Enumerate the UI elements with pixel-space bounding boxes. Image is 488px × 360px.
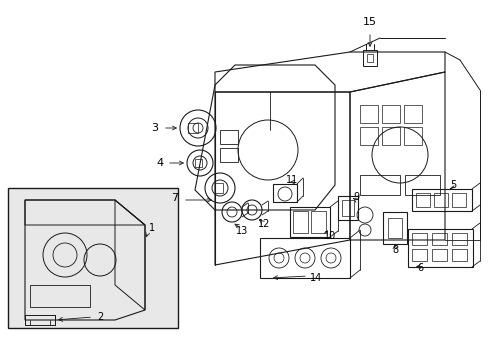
Text: 2: 2: [97, 312, 103, 322]
Bar: [187, 123, 198, 133]
Bar: [215, 183, 223, 193]
Bar: [292, 211, 307, 233]
Bar: [451, 233, 466, 245]
Bar: [359, 127, 377, 145]
Bar: [381, 127, 399, 145]
Text: 3: 3: [151, 123, 158, 133]
Bar: [433, 193, 447, 207]
Bar: [431, 233, 446, 245]
Bar: [382, 212, 406, 244]
Text: 10: 10: [323, 231, 335, 241]
Bar: [404, 175, 439, 195]
Text: 15: 15: [362, 17, 376, 27]
Text: 14: 14: [309, 273, 322, 283]
Text: 7: 7: [171, 193, 178, 203]
Bar: [366, 54, 372, 62]
Bar: [407, 229, 472, 267]
Text: 9: 9: [352, 192, 358, 202]
Text: 13: 13: [235, 226, 247, 236]
Bar: [451, 249, 466, 261]
Bar: [411, 233, 426, 245]
Bar: [220, 148, 238, 162]
Bar: [415, 193, 429, 207]
Bar: [272, 184, 296, 202]
Bar: [8, 188, 178, 328]
Bar: [387, 218, 401, 238]
Text: 8: 8: [391, 245, 397, 255]
Text: 12: 12: [257, 219, 270, 229]
Bar: [431, 249, 446, 261]
Text: 5: 5: [449, 180, 455, 190]
Bar: [411, 249, 426, 261]
Text: 4: 4: [156, 158, 163, 168]
Bar: [411, 189, 471, 211]
Bar: [337, 196, 357, 220]
Text: 1: 1: [149, 223, 155, 233]
Bar: [403, 105, 421, 123]
Bar: [381, 105, 399, 123]
Bar: [359, 105, 377, 123]
Bar: [310, 211, 325, 233]
Bar: [260, 238, 349, 278]
Text: 11: 11: [285, 175, 298, 185]
Text: 6: 6: [416, 263, 422, 273]
Bar: [359, 175, 399, 195]
Bar: [289, 207, 329, 237]
Bar: [195, 159, 202, 167]
Bar: [220, 130, 238, 144]
Bar: [341, 200, 353, 216]
Bar: [451, 193, 465, 207]
Bar: [362, 50, 376, 66]
Bar: [30, 285, 90, 307]
Bar: [403, 127, 421, 145]
